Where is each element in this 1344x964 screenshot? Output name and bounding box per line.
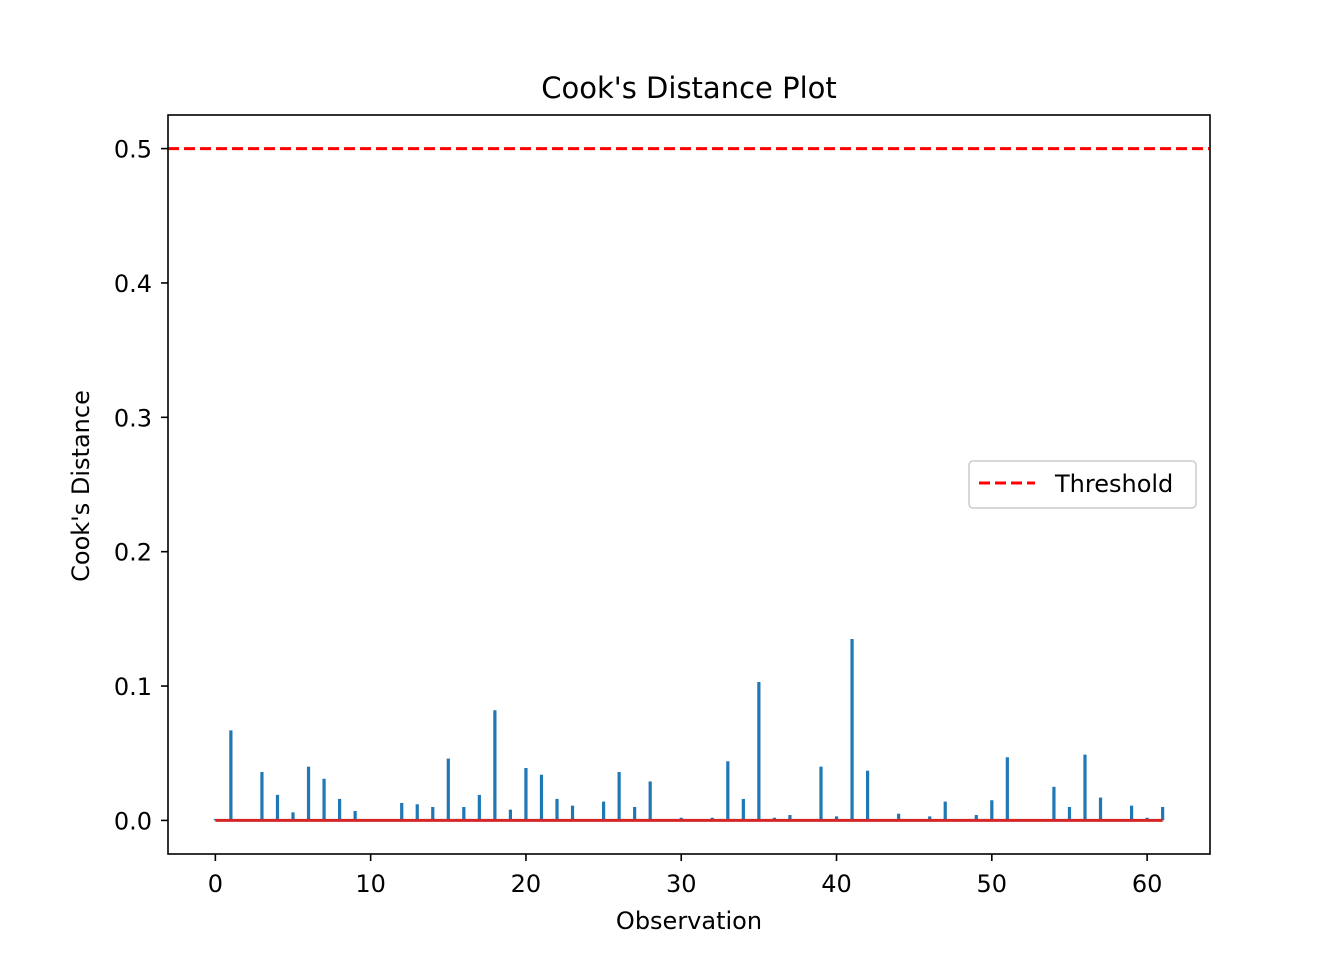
y-tick-label-4: 0.4 bbox=[114, 270, 152, 298]
x-tick-label-40: 40 bbox=[821, 870, 852, 898]
chart-title: Cook's Distance Plot bbox=[541, 71, 837, 105]
y-axis-label: Cook's Distance bbox=[67, 390, 95, 582]
x-axis-label: Observation bbox=[616, 907, 762, 935]
y-tick-label-0: 0.0 bbox=[114, 807, 152, 835]
legend-label-threshold: Threshold bbox=[1054, 470, 1173, 498]
x-tick-label-0: 0 bbox=[208, 870, 223, 898]
x-tick-label-10: 10 bbox=[355, 870, 386, 898]
y-tick-label-5: 0.5 bbox=[114, 136, 152, 164]
y-tick-label-1: 0.1 bbox=[114, 673, 152, 701]
x-tick-label-30: 30 bbox=[666, 870, 697, 898]
stem-series bbox=[213, 639, 1165, 821]
x-tick-label-60: 60 bbox=[1132, 870, 1163, 898]
x-tick-label-50: 50 bbox=[977, 870, 1008, 898]
x-tick-label-20: 20 bbox=[511, 870, 542, 898]
legend: Threshold bbox=[968, 460, 1197, 509]
y-tick-label-3: 0.3 bbox=[114, 404, 152, 432]
plot-frame bbox=[167, 114, 1211, 855]
y-tick-label-2: 0.2 bbox=[114, 539, 152, 567]
legend-box bbox=[968, 460, 1197, 509]
y-axis-ticks: 0.0 0.1 0.2 0.3 0.4 0.5 bbox=[114, 136, 168, 835]
x-axis-ticks: 0 10 20 30 40 50 60 bbox=[208, 854, 1163, 898]
